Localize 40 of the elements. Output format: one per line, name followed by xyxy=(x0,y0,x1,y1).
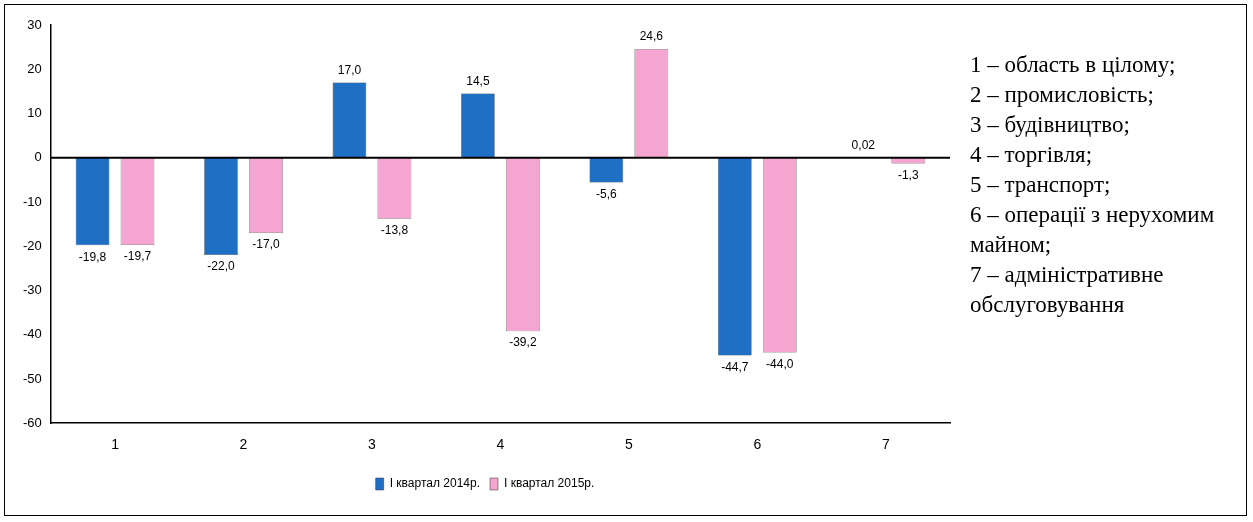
y-tick-label: 0 xyxy=(34,149,42,165)
y-tick-label: -40 xyxy=(22,326,42,342)
x-tick-label: 4 xyxy=(496,436,505,453)
data-label: -19,8 xyxy=(78,249,107,264)
y-tick-label: 20 xyxy=(27,60,42,76)
x-tick-label: 3 xyxy=(368,436,377,453)
data-label: 14,5 xyxy=(466,73,490,88)
y-tick-label: 10 xyxy=(27,105,42,121)
y-tick-label: -30 xyxy=(22,282,42,298)
data-label: 0,02 xyxy=(851,137,876,152)
data-label: -44,7 xyxy=(721,359,749,374)
y-tick-label: -20 xyxy=(22,237,42,253)
text: 1 – область в цілому; xyxy=(970,51,1177,79)
text: 5 – транспорт; xyxy=(970,171,1112,199)
data-label: -39,2 xyxy=(509,335,537,350)
x-tick-label: 1 xyxy=(111,436,120,453)
x-tick-label: 2 xyxy=(239,436,248,453)
data-label: 17,0 xyxy=(337,62,362,77)
data-label: 24,6 xyxy=(639,29,664,44)
legend-label: І квартал 2014р. xyxy=(389,476,481,491)
text: 2 – промисловість; xyxy=(970,81,1155,109)
text: 3 – будівництво; xyxy=(970,111,1131,139)
data-label: -17,0 xyxy=(252,237,280,252)
data-label: -22,0 xyxy=(207,259,235,274)
text: 4 – торгівля; xyxy=(970,141,1094,169)
data-label: -13,8 xyxy=(380,223,409,238)
y-tick-label: -10 xyxy=(22,193,42,209)
data-label: -1,3 xyxy=(897,167,919,182)
y-tick-label: -60 xyxy=(22,414,42,430)
text: 7 – адміністративне обслуговування xyxy=(970,261,1165,319)
x-tick-label: 7 xyxy=(881,436,890,453)
data-label: -44,0 xyxy=(766,356,794,371)
x-tick-label: 6 xyxy=(753,436,762,453)
data-label: -5,6 xyxy=(596,186,618,201)
legend-label: І квартал 2015р. xyxy=(504,476,595,491)
y-tick-label: -50 xyxy=(22,370,42,386)
x-tick-label: 5 xyxy=(624,436,633,453)
data-label: -19,7 xyxy=(123,249,152,264)
text: 6 – операції з нерухомим майном; xyxy=(970,201,1216,259)
y-tick-label: 30 xyxy=(27,16,42,32)
